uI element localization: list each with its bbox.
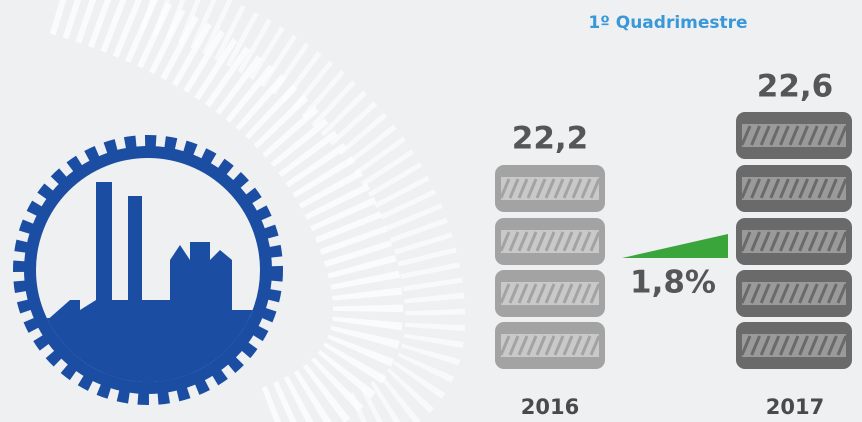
tire [736, 165, 852, 212]
year-label: 2016 [521, 395, 579, 419]
value-label: 22,6 [757, 69, 834, 105]
tire [736, 270, 852, 317]
tire [495, 322, 605, 369]
tire-stack [495, 165, 605, 369]
year-label: 2017 [766, 395, 824, 419]
tire [736, 112, 852, 159]
tire [495, 165, 605, 212]
tire-stack [736, 112, 852, 369]
title: 1º Quadrimestre [588, 13, 747, 33]
growth-label: 1,8% [630, 265, 716, 301]
value-label: 22,2 [512, 121, 589, 157]
tire [736, 218, 852, 265]
factory-icon [20, 142, 280, 408]
tire [495, 218, 605, 265]
infographic: 1º Quadrimestre 22,2 22,6 2016 2017 1,8% [0, 0, 862, 422]
tire [736, 322, 852, 369]
tire [495, 270, 605, 317]
growth-wedge [622, 234, 728, 258]
